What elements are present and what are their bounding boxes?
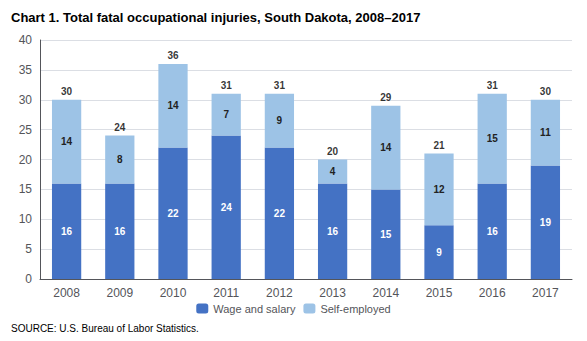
svg-text:30: 30 xyxy=(61,86,73,97)
svg-text:16: 16 xyxy=(487,226,499,237)
svg-text:2010: 2010 xyxy=(160,286,187,300)
svg-text:19: 19 xyxy=(540,217,552,228)
svg-text:15: 15 xyxy=(380,229,392,240)
svg-text:16: 16 xyxy=(114,226,126,237)
svg-text:30: 30 xyxy=(540,86,552,97)
svg-text:Chart 1. Total fatal occupatio: Chart 1. Total fatal occupational injuri… xyxy=(11,10,420,25)
svg-text:2008: 2008 xyxy=(53,286,80,300)
svg-text:2015: 2015 xyxy=(426,286,453,300)
svg-text:24: 24 xyxy=(114,122,126,133)
svg-text:21: 21 xyxy=(433,140,445,151)
svg-text:9: 9 xyxy=(436,247,442,258)
svg-text:Wage and salary: Wage and salary xyxy=(213,303,296,315)
svg-text:30: 30 xyxy=(19,93,33,107)
svg-text:20: 20 xyxy=(327,146,339,157)
svg-text:2009: 2009 xyxy=(106,286,133,300)
svg-text:31: 31 xyxy=(221,80,233,91)
svg-text:22: 22 xyxy=(167,208,179,219)
svg-text:15: 15 xyxy=(487,133,499,144)
svg-text:16: 16 xyxy=(61,226,73,237)
svg-text:2013: 2013 xyxy=(319,286,346,300)
svg-text:2011: 2011 xyxy=(213,286,239,300)
svg-text:25: 25 xyxy=(19,123,33,137)
svg-text:Self-employed: Self-employed xyxy=(320,303,390,315)
svg-text:16: 16 xyxy=(327,226,339,237)
svg-text:24: 24 xyxy=(221,202,233,213)
svg-text:22: 22 xyxy=(274,208,286,219)
svg-text:4: 4 xyxy=(330,166,336,177)
svg-text:35: 35 xyxy=(19,63,33,77)
svg-text:36: 36 xyxy=(167,50,179,61)
svg-text:SOURCE: U.S. Bureau of Labor S: SOURCE: U.S. Bureau of Labor Statistics. xyxy=(11,323,199,334)
svg-text:12: 12 xyxy=(433,184,445,195)
svg-text:14: 14 xyxy=(61,136,73,147)
svg-text:5: 5 xyxy=(25,242,32,256)
svg-text:2012: 2012 xyxy=(266,286,293,300)
svg-text:31: 31 xyxy=(274,80,286,91)
svg-text:14: 14 xyxy=(167,100,179,111)
svg-text:9: 9 xyxy=(277,115,283,126)
svg-text:10: 10 xyxy=(19,212,33,226)
svg-text:8: 8 xyxy=(117,154,123,165)
svg-text:2017: 2017 xyxy=(532,286,559,300)
svg-text:40: 40 xyxy=(19,33,33,47)
svg-text:0: 0 xyxy=(25,272,32,286)
svg-text:29: 29 xyxy=(380,92,392,103)
svg-text:20: 20 xyxy=(19,153,33,167)
svg-text:14: 14 xyxy=(380,142,392,153)
svg-text:7: 7 xyxy=(223,109,229,120)
svg-text:2016: 2016 xyxy=(479,286,506,300)
svg-text:31: 31 xyxy=(487,80,499,91)
svg-text:11: 11 xyxy=(540,127,551,138)
svg-text:15: 15 xyxy=(19,182,33,196)
svg-text:2014: 2014 xyxy=(372,286,399,300)
